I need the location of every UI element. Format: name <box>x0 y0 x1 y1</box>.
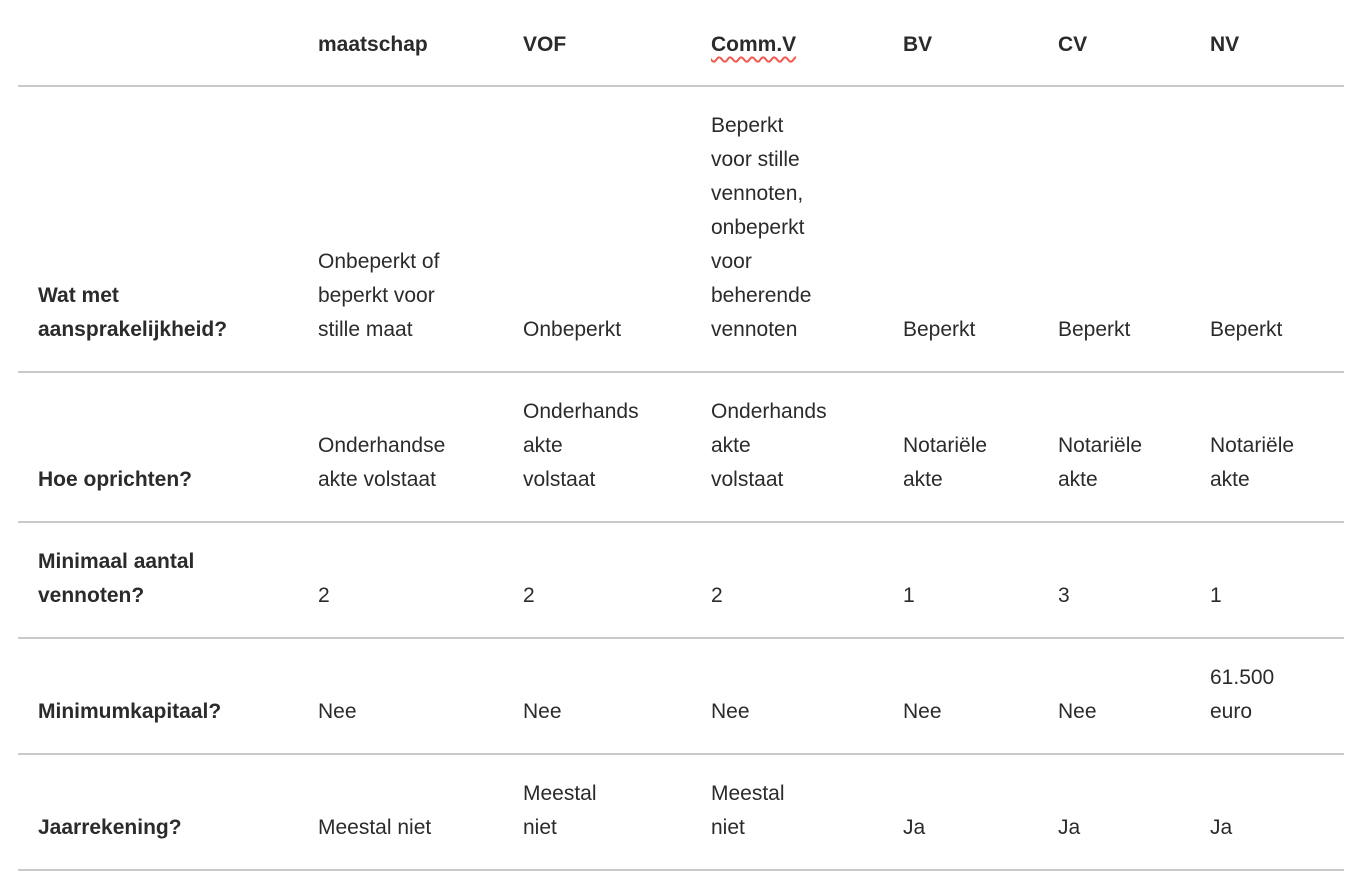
column-header-label-misspelled: Comm.V <box>711 33 797 56</box>
column-header-label: CV <box>1058 33 1088 56</box>
column-header-comm-v: Comm.V <box>711 0 903 87</box>
table-cell: 2 <box>711 522 903 639</box>
table-cell: Beperkt <box>903 86 1058 373</box>
table-cell: Beperkt <box>1058 86 1210 373</box>
column-header-label: maatschap <box>318 33 428 56</box>
table-cell: Onderhands akte volstaat <box>711 372 903 523</box>
table-cell: Ja <box>1210 754 1344 871</box>
row-label: Hoe oprichten? <box>18 372 318 523</box>
table-row: Wat met aansprakelijkheid? Onbeperkt of b… <box>18 86 1344 373</box>
table-row: Jaarrekening? Meestal niet Meestal niet Mee… <box>18 754 1344 871</box>
table-cell: Notariële akte <box>903 372 1058 523</box>
table-cell: Nee <box>318 638 523 755</box>
table-cell: Onderhandse akte volstaat <box>318 372 523 523</box>
column-header-maatschap: maatschap <box>318 0 523 87</box>
table-cell: 3 <box>1058 522 1210 639</box>
table-cell: Beperkt voor stille vennoten, onbeperkt … <box>711 86 903 373</box>
table-cell: Meestal niet <box>711 754 903 871</box>
corner-cell <box>18 0 318 87</box>
table-cell: Onbeperkt <box>523 86 711 373</box>
table-cell: 1 <box>903 522 1058 639</box>
table-cell: 2 <box>318 522 523 639</box>
table-cell: Nee <box>523 638 711 755</box>
table-cell: Onbeperkt of beperkt voor stille maat <box>318 86 523 373</box>
column-header-label: VOF <box>523 33 567 56</box>
table-cell: Ja <box>1058 754 1210 871</box>
company-type-comparison-table: maatschap VOF Comm.V BV CV NV Wat met aanspra… <box>18 0 1344 871</box>
table-cell: Beperkt <box>1210 86 1344 373</box>
table-row: Minimaal aantal vennoten? 2 2 2 1 3 1 <box>18 522 1344 639</box>
table-cell: Meestal niet <box>523 754 711 871</box>
table-header: maatschap VOF Comm.V BV CV NV <box>18 0 1344 87</box>
table-body: Wat met aansprakelijkheid? Onbeperkt of b… <box>18 86 1344 871</box>
table-cell: Nee <box>711 638 903 755</box>
table-cell: Nee <box>1058 638 1210 755</box>
row-label: Wat met aansprakelijkheid? <box>18 86 318 373</box>
table-cell: Meestal niet <box>318 754 523 871</box>
table-cell: 1 <box>1210 522 1344 639</box>
column-header-bv: BV <box>903 0 1058 87</box>
table-cell: 2 <box>523 522 711 639</box>
table-cell: 61.500 euro <box>1210 638 1344 755</box>
header-row: maatschap VOF Comm.V BV CV NV <box>18 0 1344 87</box>
column-header-label: BV <box>903 33 933 56</box>
table-row: Minimumkapitaal? Nee Nee Nee Nee Nee 61.500 eu… <box>18 638 1344 755</box>
row-label: Minimaal aantal vennoten? <box>18 522 318 639</box>
table-row: Hoe oprichten? Onderhandse akte volstaat O… <box>18 372 1344 523</box>
column-header-nv: NV <box>1210 0 1344 87</box>
table-cell: Notariële akte <box>1058 372 1210 523</box>
table-cell: Notariële akte <box>1210 372 1344 523</box>
column-header-vof: VOF <box>523 0 711 87</box>
table-cell: Ja <box>903 754 1058 871</box>
table-cell: Onderhands akte volstaat <box>523 372 711 523</box>
column-header-label: NV <box>1210 33 1240 56</box>
row-label: Jaarrekening? <box>18 754 318 871</box>
table-cell: Nee <box>903 638 1058 755</box>
row-label: Minimumkapitaal? <box>18 638 318 755</box>
column-header-cv: CV <box>1058 0 1210 87</box>
